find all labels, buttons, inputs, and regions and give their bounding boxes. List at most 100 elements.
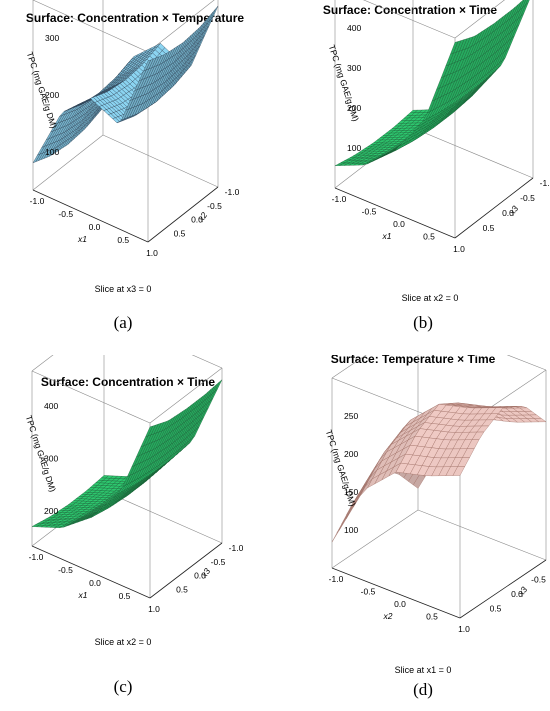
surface-cell — [143, 59, 152, 72]
panel-d: Surface: Temperature × Time -1.0 -0.5 0.0 0… — [275, 355, 550, 710]
y-tick-label: 0.5 — [174, 228, 186, 238]
y-tick-label: -0.5 — [211, 557, 226, 567]
y-tick-label: -0.5 — [207, 201, 222, 211]
x-tick-label: -0.5 — [58, 209, 73, 219]
box-edge — [331, 355, 367, 379]
y-tick-label: -1.0 — [229, 543, 244, 553]
z-tick-label: 300 — [44, 454, 58, 464]
surface-plot-b: Surface: Concentration × Time -1.0 -0.5 0.… — [323, 0, 550, 332]
y-axis-line — [149, 542, 223, 599]
x-tick-label: -1.0 — [332, 194, 347, 204]
slice-note: Slice at x2 = 0 — [402, 293, 459, 303]
x-tick-label: 1.0 — [148, 604, 160, 614]
surface-mesh — [31, 379, 223, 528]
x-tick-label: -1.0 — [329, 574, 344, 584]
y-tick-label: 0.0 — [191, 215, 203, 225]
x-axis-line — [334, 187, 456, 239]
x-tick-label: 1.0 — [453, 244, 465, 254]
box-edge — [102, 134, 219, 188]
x-tick-label: -1.0 — [29, 552, 44, 562]
z-tick-label: 150 — [344, 487, 358, 497]
x-tick-label: 0.0 — [393, 219, 405, 229]
surface-cell — [450, 41, 459, 55]
z-tick-label: 200 — [44, 506, 58, 516]
z-axis-label: TPC (mg GAE/g DM) — [324, 429, 358, 508]
panel-c: Surface: Concentration × Time -1.0 -0.5 0.… — [0, 355, 275, 710]
panel-title: Surface: Concentration × Time — [41, 375, 215, 389]
y-tick-label: 0.0 — [194, 571, 206, 581]
slice-note: Slice at x2 = 0 — [95, 637, 152, 647]
x-tick-label: -0.5 — [58, 565, 73, 575]
x-tick-label: -0.5 — [362, 207, 377, 217]
box-edge — [32, 134, 104, 191]
x-tick-label: 0.5 — [426, 612, 438, 622]
y-axis-line — [147, 186, 219, 243]
y-tick-label: 0.5 — [483, 223, 495, 233]
y-tick-label: -0.5 — [520, 193, 535, 203]
y-axis-line — [454, 177, 534, 239]
z-tick-label: 300 — [45, 33, 59, 43]
z-tick-label: 300 — [347, 63, 361, 73]
box-edge — [363, 0, 456, 39]
surface-mesh — [334, 0, 530, 166]
x-axis-label: x1 — [382, 231, 392, 241]
box-edge — [191, 355, 223, 369]
panel-label: (c) — [114, 677, 133, 696]
z-axis-label: TPC (mg GAE/g DM) — [327, 44, 361, 123]
z-tick-label: 200 — [344, 449, 358, 459]
axes-box — [331, 355, 547, 619]
x-axis-line — [331, 567, 461, 619]
surface-cell — [519, 0, 526, 11]
y-tick-label: -1.0 — [540, 178, 550, 188]
x-axis-label: x1 — [77, 234, 87, 244]
slice-note: Slice at x1 = 0 — [395, 665, 452, 675]
panel-b: Surface: Concentration × Time -1.0 -0.5 0.… — [275, 0, 550, 355]
x-tick-label: 1.0 — [146, 248, 158, 258]
x-tick-label: 0.0 — [394, 599, 406, 609]
surface-plot-c: Surface: Concentration × Time -1.0-0.50.… — [24, 355, 244, 696]
box-edge — [32, 0, 149, 53]
x-tick-label: 0.5 — [423, 232, 435, 242]
y-tick-label: 0.0 — [511, 589, 523, 599]
x-tick-label: 0.5 — [117, 235, 129, 245]
y-tick-label: 0.5 — [176, 584, 188, 594]
box-edge — [417, 509, 547, 561]
panel-title: Surface: Temperature × Time — [331, 355, 496, 366]
x-axis-label: x2 — [383, 611, 393, 621]
y-tick-label: -1.0 — [225, 187, 240, 197]
box-edge — [103, 490, 223, 544]
axis-ticks: -1.0-0.50.00.51.00.50.0-0.5-1.0200300400… — [24, 401, 244, 614]
z-tick-label: 200 — [347, 103, 361, 113]
box-edge — [412, 127, 534, 179]
panel-label: (b) — [413, 313, 433, 332]
panel-a: Surface: Concentration × Temperature -1.… — [0, 0, 275, 355]
z-tick-label: 100 — [344, 525, 358, 535]
x-axis-label: x1 — [78, 590, 88, 600]
surface-mesh — [331, 402, 547, 543]
axes-box — [32, 0, 219, 243]
box-edge — [149, 367, 223, 424]
surface-cell — [145, 425, 154, 438]
y-axis-line — [459, 559, 547, 619]
surface-plot-a: Surface: Concentration × Temperature -1.… — [25, 0, 244, 332]
y-tick-label: -0.5 — [531, 575, 546, 585]
surface-mesh — [32, 5, 219, 164]
x-tick-label: 0.0 — [89, 222, 101, 232]
box-edge — [331, 509, 419, 569]
surface-cell — [452, 466, 466, 476]
z-tick-label: 100 — [347, 143, 361, 153]
z-tick-label: 400 — [347, 23, 361, 33]
x-tick-label: -1.0 — [30, 196, 45, 206]
box-edge — [147, 0, 215, 53]
z-tick-label: 400 — [44, 401, 58, 411]
z-tick-label: 250 — [344, 411, 358, 421]
x-tick-label: 0.0 — [89, 578, 101, 588]
z-tick-label: 100 — [45, 147, 59, 157]
panel-label: (d) — [413, 680, 433, 699]
y-tick-label: 0.0 — [502, 208, 514, 218]
surface-plot-d: Surface: Temperature × Time -1.0 -0.5 0.0 0… — [324, 355, 547, 699]
x-tick-label: -0.5 — [361, 587, 376, 597]
x-tick-label: 0.5 — [119, 591, 131, 601]
slice-note: Slice at x3 = 0 — [95, 284, 152, 294]
surface-cell — [522, 0, 528, 8]
